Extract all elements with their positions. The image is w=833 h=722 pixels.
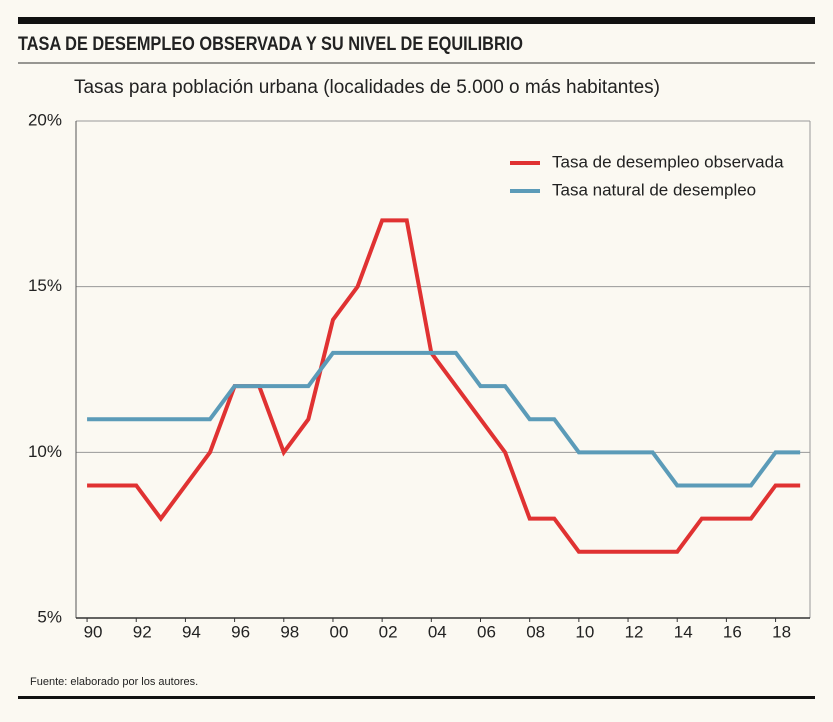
x-tick-label: 08 bbox=[526, 622, 545, 641]
subtitle: Tasas para población urbana (localidades… bbox=[74, 77, 660, 98]
legend-label: Tasa natural de desempleo bbox=[552, 180, 756, 199]
x-tick-label: 12 bbox=[625, 622, 644, 641]
x-tick-label: 14 bbox=[674, 622, 693, 641]
series-line bbox=[87, 218, 801, 554]
x-tick-label: 04 bbox=[428, 622, 447, 641]
x-tick-label: 90 bbox=[84, 622, 103, 641]
x-tick-label: 10 bbox=[575, 622, 594, 641]
x-tick-label: 98 bbox=[280, 622, 299, 641]
x-tick-label: 92 bbox=[133, 622, 152, 641]
y-tick-label: 5% bbox=[37, 607, 62, 626]
y-tick-label: 20% bbox=[28, 110, 62, 129]
series-line bbox=[87, 350, 801, 488]
x-tick-label: 16 bbox=[723, 622, 742, 641]
top-rule bbox=[18, 17, 815, 24]
x-tick-label: 06 bbox=[477, 622, 496, 641]
y-tick-label: 15% bbox=[28, 276, 62, 295]
x-tick-label: 18 bbox=[772, 622, 791, 641]
x-tick-label: 00 bbox=[330, 622, 349, 641]
source: Fuente: elaborado por los autores. bbox=[30, 676, 198, 688]
x-tick-label: 94 bbox=[182, 622, 201, 641]
chart-title: TASA DE DESEMPLEO OBSERVADA Y SU NIVEL D… bbox=[18, 34, 523, 55]
y-tick-label: 10% bbox=[28, 442, 62, 461]
legend-label: Tasa de desempleo observada bbox=[552, 152, 784, 171]
x-tick-label: 96 bbox=[231, 622, 250, 641]
x-tick-label: 02 bbox=[379, 622, 398, 641]
bottom-rule bbox=[18, 696, 815, 699]
